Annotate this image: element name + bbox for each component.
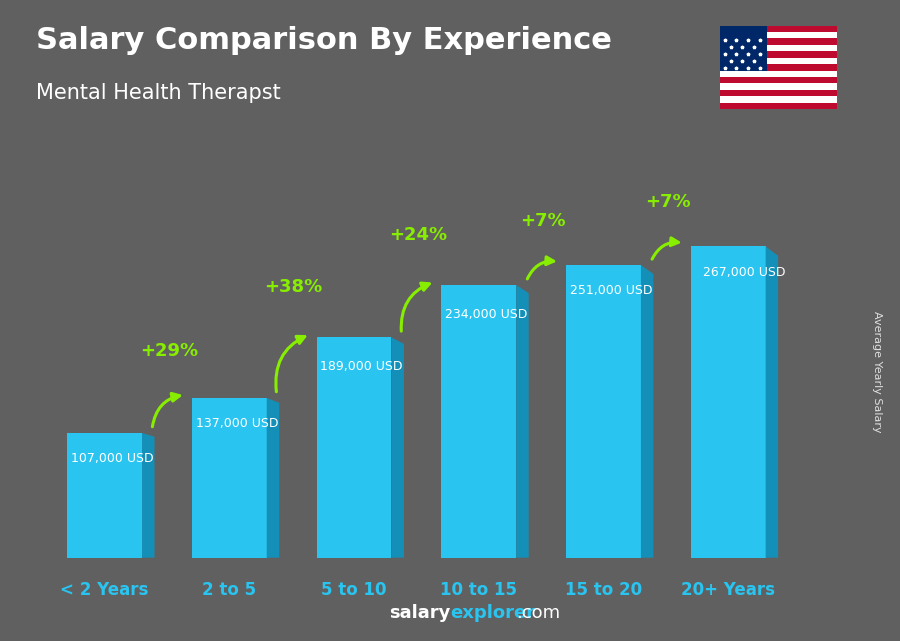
Text: < 2 Years: < 2 Years [60, 581, 148, 599]
Bar [720, 32, 837, 38]
FancyArrowPatch shape [275, 337, 305, 392]
Text: +7%: +7% [520, 212, 566, 229]
Text: 137,000 USD: 137,000 USD [195, 417, 278, 430]
Text: 5 to 10: 5 to 10 [321, 581, 387, 599]
Text: +7%: +7% [645, 193, 690, 211]
Polygon shape [517, 285, 528, 558]
Text: 189,000 USD: 189,000 USD [320, 360, 403, 373]
Text: 234,000 USD: 234,000 USD [446, 308, 527, 320]
Bar [720, 45, 837, 51]
Bar [317, 337, 392, 558]
Bar [720, 103, 837, 109]
Text: 107,000 USD: 107,000 USD [71, 452, 154, 465]
Bar [720, 77, 837, 83]
Text: Mental Health Therapst: Mental Health Therapst [36, 83, 281, 103]
Bar [720, 90, 837, 96]
Bar [720, 26, 767, 71]
Text: 10 to 15: 10 to 15 [440, 581, 517, 599]
Text: 267,000 USD: 267,000 USD [703, 265, 786, 279]
FancyArrowPatch shape [652, 238, 679, 259]
Text: .com: .com [517, 604, 561, 622]
Polygon shape [641, 265, 653, 558]
Bar [720, 26, 837, 32]
Text: Average Yearly Salary: Average Yearly Salary [872, 311, 883, 433]
Text: 251,000 USD: 251,000 USD [570, 284, 652, 297]
Bar [720, 38, 837, 45]
Bar [566, 265, 641, 558]
Bar [720, 83, 837, 90]
Text: +24%: +24% [389, 226, 447, 244]
Polygon shape [766, 247, 778, 558]
Bar [68, 433, 142, 558]
FancyArrowPatch shape [527, 257, 554, 279]
Text: 20+ Years: 20+ Years [681, 581, 775, 599]
Text: salary: salary [389, 604, 450, 622]
Bar [192, 398, 266, 558]
FancyArrowPatch shape [401, 283, 429, 331]
Polygon shape [392, 337, 404, 558]
Polygon shape [266, 398, 279, 558]
Text: 15 to 20: 15 to 20 [565, 581, 642, 599]
FancyArrowPatch shape [152, 394, 180, 427]
Text: explorer: explorer [450, 604, 536, 622]
Bar [691, 247, 766, 558]
Bar [720, 58, 837, 64]
Bar [720, 51, 837, 58]
Text: Salary Comparison By Experience: Salary Comparison By Experience [36, 26, 612, 54]
Bar [720, 71, 837, 77]
Bar [720, 64, 837, 71]
Text: 2 to 5: 2 to 5 [202, 581, 256, 599]
Text: +29%: +29% [140, 342, 198, 360]
Bar [720, 96, 837, 103]
Text: +38%: +38% [265, 278, 323, 296]
Bar [441, 285, 517, 558]
Polygon shape [142, 433, 155, 558]
